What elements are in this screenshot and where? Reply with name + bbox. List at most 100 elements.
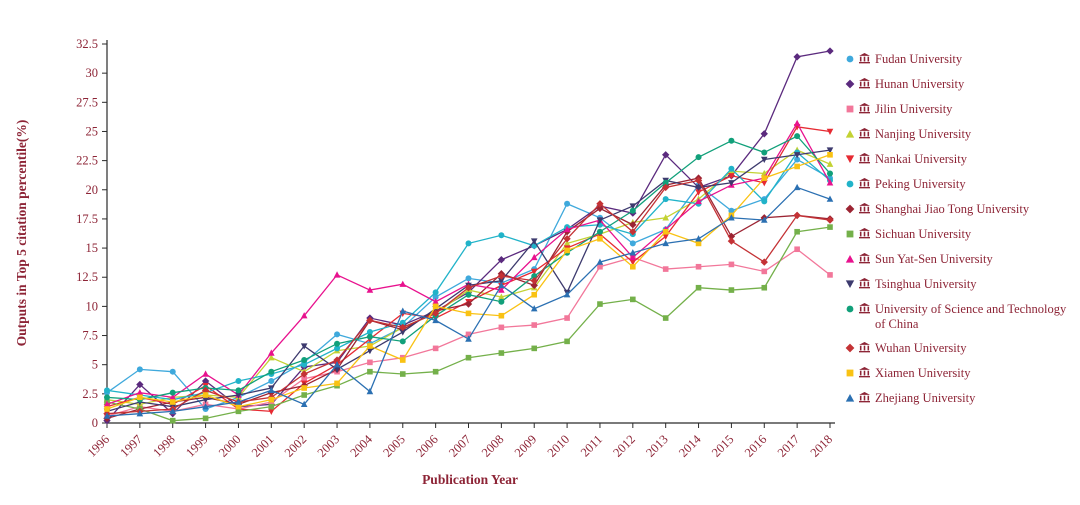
- series-line: [106, 177, 831, 419]
- series-shanghai-jiao-tong-university: [103, 174, 834, 423]
- institution-icon: [859, 78, 875, 93]
- y-tick-label: 0: [92, 416, 98, 430]
- institution-icon: [859, 278, 875, 293]
- x-tick-label: 2007: [446, 432, 474, 460]
- legend-label: Shanghai Jiao Tong University: [875, 202, 1030, 216]
- legend-item: Jilin University: [845, 102, 1077, 118]
- x-tick-label: 2001: [249, 432, 277, 460]
- legend-label: Peking University: [875, 177, 966, 191]
- legend-label: Xiamen University: [875, 366, 971, 380]
- legend-marker-icon: [845, 153, 859, 168]
- series-line: [106, 121, 831, 405]
- legend-marker-icon: [845, 367, 859, 382]
- legend-marker-icon: [845, 103, 859, 118]
- x-tick-label: 2003: [315, 432, 343, 460]
- x-tick-label: 1996: [85, 432, 113, 460]
- x-tick-label: 2011: [578, 432, 605, 459]
- x-tick-label: 2009: [512, 432, 540, 460]
- y-tick-label: 20: [86, 183, 99, 197]
- y-tick-label: 25: [86, 124, 99, 138]
- legend-item: Xiamen University: [845, 366, 1077, 382]
- series-hunan-university: [103, 47, 834, 425]
- legend-label: Jilin University: [875, 102, 953, 116]
- legend-label: Hunan University: [875, 77, 965, 91]
- legend-marker-icon: [845, 392, 859, 407]
- legend-marker-icon: [845, 342, 859, 357]
- legend-marker-icon: [845, 78, 859, 93]
- y-tick-label: 15: [86, 241, 99, 255]
- y-tick-label: 30: [86, 66, 99, 80]
- legend-item: University of Science and Technology of …: [845, 302, 1077, 332]
- y-tick-label: 32.5: [76, 37, 98, 51]
- series-line: [106, 226, 831, 422]
- x-tick-label: 2000: [216, 432, 244, 460]
- x-tick-label: 2006: [413, 432, 441, 460]
- x-axis-label: Publication Year: [422, 472, 518, 487]
- legend: Fudan University Hunan University Jilin Un…: [845, 52, 1077, 416]
- institution-icon: [859, 203, 875, 218]
- legend-marker-icon: [845, 128, 859, 143]
- y-tick-label: 22.5: [76, 154, 98, 168]
- institution-icon: [859, 392, 875, 407]
- institution-icon: [859, 103, 875, 118]
- x-tick-label: 2018: [808, 432, 836, 460]
- x-tick-label: 2002: [282, 432, 310, 460]
- legend-marker-icon: [845, 53, 859, 68]
- legend-marker-icon: [845, 178, 859, 193]
- series-nankai-university: [103, 124, 834, 415]
- y-tick-label: 12.5: [76, 270, 98, 284]
- y-tick-label: 27.5: [76, 95, 98, 109]
- y-tick-label: 17.5: [76, 212, 98, 226]
- institution-icon: [859, 128, 875, 143]
- legend-item: Sun Yat-Sen University: [845, 252, 1077, 268]
- series-jilin-university: [104, 246, 833, 419]
- x-tick-label: 2012: [610, 432, 638, 460]
- y-axis-label: Outputs in Top 5 citation percentile(%): [14, 119, 29, 347]
- y-tick-label: 2.5: [82, 387, 98, 401]
- legend-label: Nanjing University: [875, 127, 972, 141]
- institution-icon: [859, 367, 875, 382]
- legend-item: Hunan University: [845, 77, 1077, 93]
- legend-marker-icon: [845, 228, 859, 243]
- legend-label: Zhejiang University: [875, 391, 976, 405]
- legend-label: Wuhan University: [875, 341, 967, 355]
- x-tick-label: 2005: [380, 432, 408, 460]
- legend-label: Sun Yat-Sen University: [875, 252, 993, 266]
- series-university-of-science-and-technology-of-china: [104, 133, 833, 403]
- series-xiamen-university: [104, 151, 833, 412]
- series-zhejiang-university: [103, 183, 834, 419]
- series-sun-yat-sen-university: [103, 119, 834, 408]
- institution-icon: [859, 178, 875, 193]
- x-tick-label: 2015: [709, 432, 737, 460]
- legend-marker-icon: [845, 253, 859, 268]
- legend-item: Sichuan University: [845, 227, 1077, 243]
- x-tick-label: 2016: [742, 432, 770, 460]
- x-tick-label: 1998: [150, 432, 178, 460]
- x-tick-label: 2010: [545, 432, 573, 460]
- legend-item: Wuhan University: [845, 341, 1077, 357]
- x-tick-label: 2008: [479, 432, 507, 460]
- legend-item: Peking University: [845, 177, 1077, 193]
- x-tick-label: 1997: [117, 432, 145, 460]
- legend-label: Tsinghua University: [875, 277, 977, 291]
- legend-item: Shanghai Jiao Tong University: [845, 202, 1077, 218]
- x-tick-label: 2017: [775, 432, 803, 460]
- x-tick-label: 2004: [347, 432, 375, 460]
- legend-item: Fudan University: [845, 52, 1077, 68]
- x-tick-label: 2014: [676, 432, 704, 460]
- y-tick-label: 10: [86, 299, 99, 313]
- institution-icon: [859, 228, 875, 243]
- x-tick-label: 2013: [643, 432, 671, 460]
- legend-item: Nanjing University: [845, 127, 1077, 143]
- series-line: [106, 50, 831, 422]
- y-tick-label: 7.5: [82, 329, 98, 343]
- legend-item: Zhejiang University: [845, 391, 1077, 407]
- legend-label: Fudan University: [875, 52, 963, 66]
- legend-marker-icon: [845, 203, 859, 218]
- series-line: [106, 126, 831, 413]
- institution-icon: [859, 342, 875, 357]
- legend-label: Sichuan University: [875, 227, 972, 241]
- legend-label: University of Science and Technology of …: [875, 302, 1067, 331]
